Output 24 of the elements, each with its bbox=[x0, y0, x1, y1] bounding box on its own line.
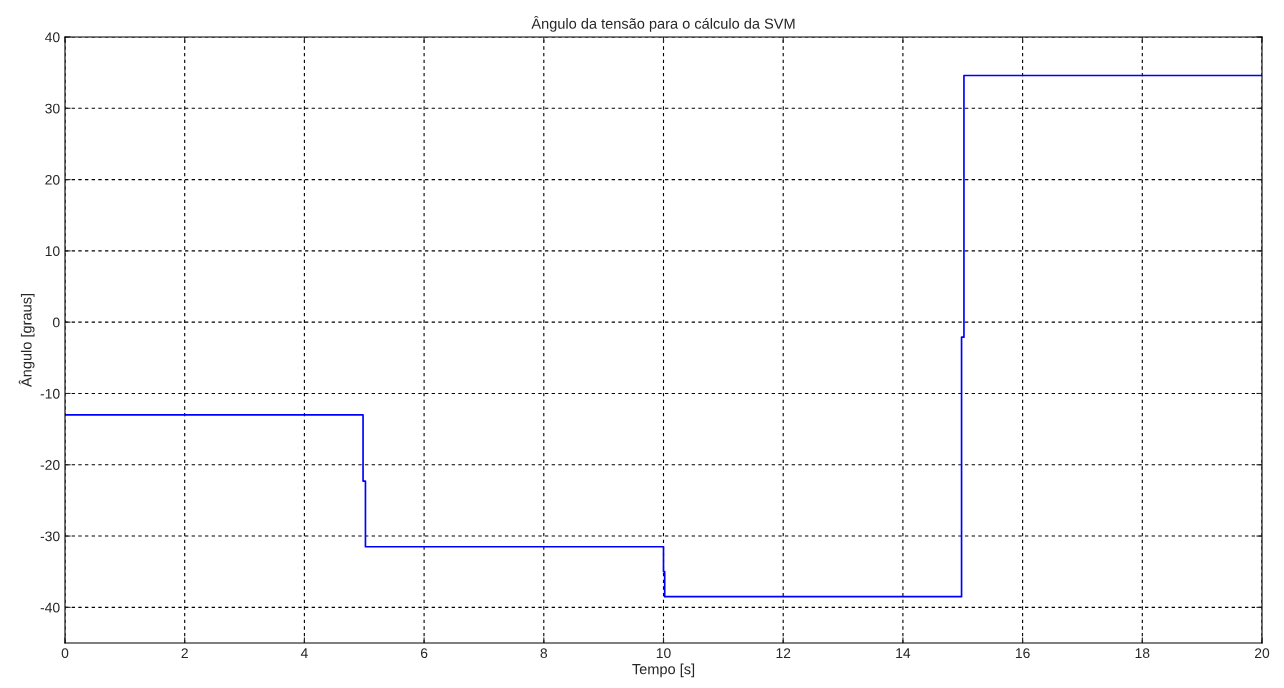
y-axis-title: Ângulo [graus] bbox=[18, 294, 35, 387]
x-tick-label: 0 bbox=[61, 648, 69, 659]
x-tick-label: 2 bbox=[181, 648, 188, 658]
x-tick-label: 4 bbox=[300, 648, 308, 658]
x-tick-label: 8 bbox=[540, 648, 548, 659]
chart-title: Ângulo da tensão para o cálculo da SVM bbox=[531, 15, 795, 32]
x-tick-label: 16 bbox=[1015, 648, 1030, 659]
x-axis-title: Tempo [s] bbox=[632, 663, 695, 678]
y-tick-label: 10 bbox=[45, 246, 60, 257]
x-tick-label: 6 bbox=[420, 648, 428, 659]
x-tick-label: 12 bbox=[776, 648, 791, 658]
y-tick-label: -30 bbox=[40, 531, 60, 542]
x-tick-label: 18 bbox=[1135, 648, 1150, 659]
x-tick-label: 14 bbox=[896, 648, 911, 658]
y-tick-label: -20 bbox=[40, 460, 60, 470]
y-tick-label: 30 bbox=[45, 103, 60, 114]
y-tick-label: -10 bbox=[40, 388, 60, 399]
line-series bbox=[65, 74, 1262, 598]
y-tick-label: 0 bbox=[52, 317, 60, 328]
y-tick-label: 20 bbox=[45, 174, 60, 185]
y-tick-label: -40 bbox=[40, 602, 60, 613]
x-tick-label: 20 bbox=[1254, 648, 1270, 659]
x-tick-label: 10 bbox=[656, 648, 671, 659]
y-tick-label: 40 bbox=[45, 32, 60, 43]
